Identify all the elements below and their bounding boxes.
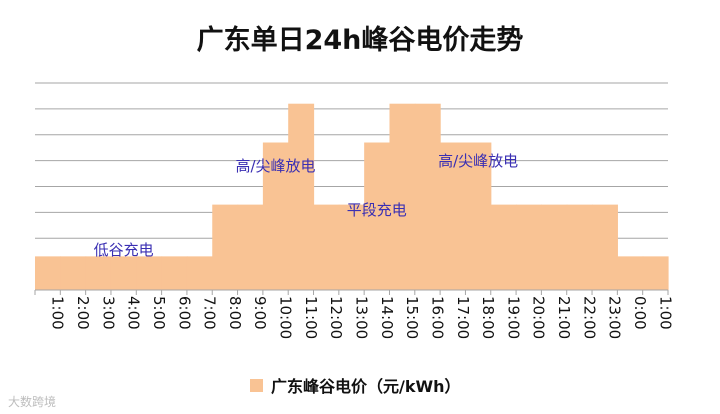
annotation-label: 低谷充电	[94, 241, 154, 259]
bar-12:00	[313, 204, 340, 290]
bar-14:00	[364, 142, 391, 290]
x-tick-label: 23:00	[606, 296, 624, 339]
bar-21:00	[541, 204, 568, 290]
x-tick-label: 1:00	[49, 296, 67, 330]
x-tick-label: 13:00	[353, 296, 371, 339]
x-tick-label: 11:00	[302, 296, 320, 339]
annotation-label: 高/尖峰放电	[438, 152, 518, 170]
x-tick-label: 1:00	[656, 296, 674, 330]
x-tick-label: 0:00	[631, 296, 649, 330]
bar-11:00	[288, 103, 315, 290]
x-tick-label: 15:00	[403, 296, 421, 339]
x-tick-label: 21:00	[555, 296, 573, 339]
x-tick-label: 6:00	[175, 296, 193, 330]
bar-15:00	[389, 103, 416, 290]
x-tick-label: 8:00	[226, 296, 244, 330]
bar-1:00	[642, 256, 669, 290]
bar-20:00	[516, 204, 542, 290]
bar-17:00	[440, 142, 467, 290]
bar-7:00	[186, 256, 213, 290]
x-tick-label: 22:00	[580, 296, 598, 339]
bar-10:00	[262, 142, 289, 290]
bar-6:00	[161, 256, 188, 290]
bar-22:00	[566, 204, 593, 290]
x-tick-label: 7:00	[201, 296, 219, 330]
x-tick-label: 2:00	[74, 296, 92, 330]
data-bars	[35, 103, 669, 290]
bar-3:00	[85, 256, 112, 290]
x-tick-label: 5:00	[150, 296, 168, 330]
bar-19:00	[490, 204, 517, 290]
annotation-label: 平段充电	[347, 201, 407, 219]
bar-9:00	[237, 204, 264, 290]
x-tick-label: 20:00	[530, 296, 548, 339]
bar-4:00	[110, 256, 137, 290]
chart-title: 广东单日24h峰谷电价走势	[196, 25, 524, 56]
bar-23:00	[592, 204, 618, 290]
bar-8:00	[212, 204, 239, 290]
x-tick-label: 3:00	[99, 296, 117, 330]
x-tick-label: 16:00	[428, 296, 446, 339]
bar-16:00	[414, 103, 441, 290]
bar-18:00	[465, 142, 492, 290]
x-tick-label: 10:00	[277, 296, 295, 339]
bar-13:00	[338, 204, 365, 290]
x-tick-label: 14:00	[378, 296, 396, 339]
x-tick-label: 19:00	[504, 296, 522, 339]
bar-2:00	[60, 256, 87, 290]
annotation-label: 高/尖峰放电	[236, 157, 316, 175]
bar-0:00	[617, 256, 644, 290]
x-tick-label: 9:00	[251, 296, 269, 330]
legend-swatch	[250, 378, 263, 392]
watermark-text: 大数跨境	[8, 395, 57, 409]
x-axis: 1:00 2:00 3:00 4:00 5:00 6:00 7:00 8:00 9:00 10:0…	[34, 289, 674, 339]
x-tick-label: 17:00	[454, 296, 472, 339]
x-tick-label: 4:00	[125, 296, 143, 330]
legend-label: 广东峰谷电价（元/kWh）	[271, 377, 461, 396]
legend: 广东峰谷电价（元/kWh）	[250, 374, 461, 396]
x-tick-label: 18:00	[479, 296, 497, 339]
x-tick-label: 12:00	[327, 296, 345, 339]
bar-5:00	[136, 256, 163, 290]
bar-1:00	[35, 256, 61, 290]
